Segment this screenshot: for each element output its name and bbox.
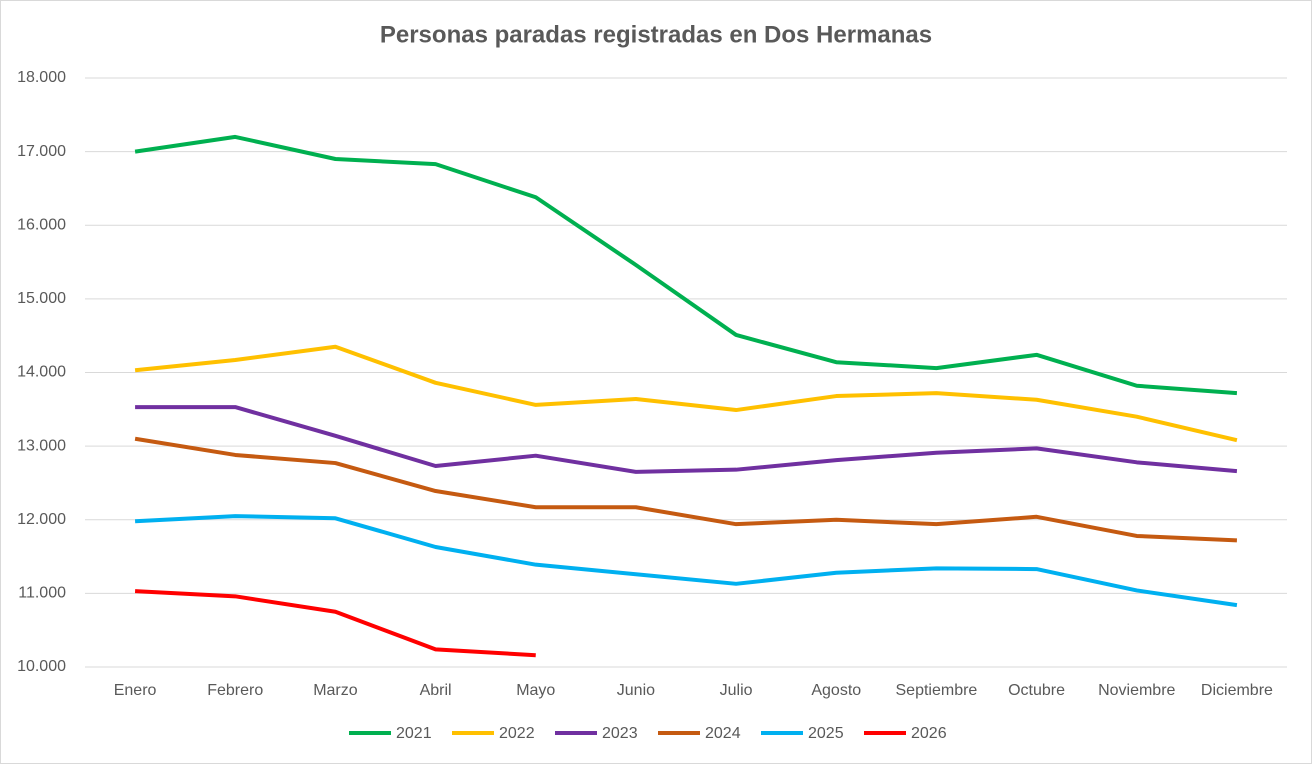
legend-label: 2022: [499, 725, 535, 742]
x-tick-label: Julio: [720, 682, 753, 699]
legend-label: 2026: [911, 725, 947, 742]
series-line: [134, 134, 1238, 396]
y-tick-label: 13.000: [17, 437, 66, 454]
x-tick-label: Abril: [420, 682, 452, 699]
x-tick-label: Noviembre: [1098, 682, 1175, 699]
legend-label: 2025: [808, 725, 844, 742]
series-line: [134, 344, 1238, 443]
x-tick-label: Enero: [114, 682, 157, 699]
series-line: [134, 589, 536, 658]
x-tick-label: Diciembre: [1201, 682, 1273, 699]
y-tick-label: 16.000: [17, 216, 66, 233]
y-tick-label: 10.000: [17, 658, 66, 675]
x-tick-label: Agosto: [811, 682, 861, 699]
x-tick-label: Junio: [617, 682, 655, 699]
legend-label: 2021: [396, 725, 432, 742]
chart-title: Personas paradas registradas en Dos Herm…: [380, 21, 932, 48]
x-tick-label: Febrero: [207, 682, 263, 699]
y-tick-label: 18.000: [17, 69, 66, 86]
legend-label: 2024: [705, 725, 741, 742]
y-tick-label: 12.000: [17, 511, 66, 528]
x-tick-label: Mayo: [516, 682, 555, 699]
series-line: [134, 436, 1238, 543]
legend-label: 2023: [602, 725, 638, 742]
y-tick-label: 17.000: [17, 143, 66, 160]
y-tick-label: 11.000: [18, 585, 66, 602]
x-tick-label: Marzo: [313, 682, 358, 699]
x-tick-label: Septiembre: [896, 682, 978, 699]
series-line: [135, 405, 1238, 474]
y-tick-label: 14.000: [17, 364, 66, 381]
x-tick-label: Octubre: [1008, 682, 1065, 699]
series-line: [134, 514, 1238, 608]
y-tick-label: 15.000: [17, 290, 66, 307]
